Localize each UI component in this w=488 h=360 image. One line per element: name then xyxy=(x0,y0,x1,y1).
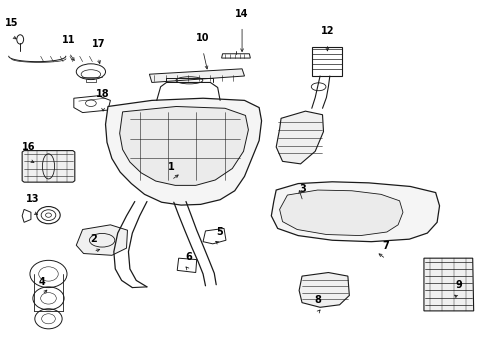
Text: 6: 6 xyxy=(184,252,191,262)
Text: 8: 8 xyxy=(314,295,321,305)
Polygon shape xyxy=(149,69,244,82)
Text: 7: 7 xyxy=(382,241,388,251)
Polygon shape xyxy=(423,258,473,311)
Text: 2: 2 xyxy=(90,234,97,244)
Text: 9: 9 xyxy=(455,280,462,291)
Polygon shape xyxy=(22,150,75,182)
Polygon shape xyxy=(271,182,439,242)
Polygon shape xyxy=(276,111,323,164)
Text: 14: 14 xyxy=(235,9,248,19)
Text: 16: 16 xyxy=(22,143,36,152)
Text: 12: 12 xyxy=(320,26,333,36)
Polygon shape xyxy=(299,273,348,307)
Polygon shape xyxy=(120,107,248,185)
Text: 17: 17 xyxy=(91,40,105,49)
Text: 1: 1 xyxy=(168,162,174,172)
Polygon shape xyxy=(105,98,261,205)
Text: 18: 18 xyxy=(96,89,110,99)
Text: 4: 4 xyxy=(39,277,45,287)
Text: 3: 3 xyxy=(299,184,306,194)
Text: 13: 13 xyxy=(25,194,39,204)
Polygon shape xyxy=(76,225,127,255)
Polygon shape xyxy=(279,190,402,235)
Text: 15: 15 xyxy=(5,18,18,28)
Text: 10: 10 xyxy=(196,33,209,43)
Text: 5: 5 xyxy=(216,227,223,237)
Text: 11: 11 xyxy=(62,35,76,45)
